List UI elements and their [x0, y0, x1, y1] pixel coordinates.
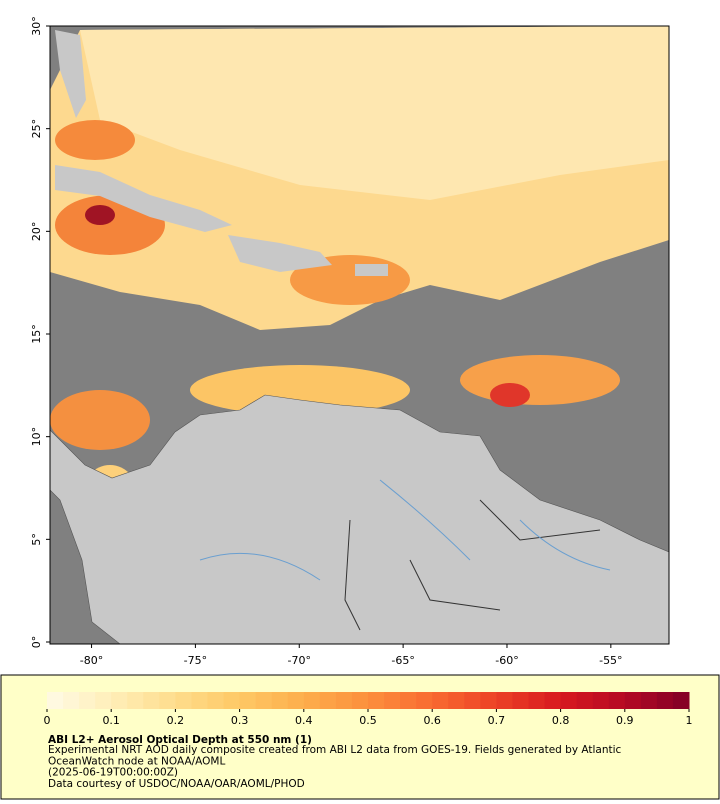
colorbar-tick-label: 1 [686, 714, 693, 727]
colorbar-step [640, 692, 658, 709]
caption-line: (2025-06-19T00:00:00Z) [48, 767, 178, 779]
y-tick-label: 25° [30, 119, 43, 139]
colorbar-tick-label: 0.3 [231, 714, 249, 727]
colorbar-step [207, 692, 225, 709]
colorbar-step [672, 692, 690, 709]
y-tick-label: 0° [30, 636, 43, 649]
x-tick-label: -55° [599, 654, 622, 667]
colorbar-step [464, 692, 481, 709]
colorbar-step [480, 692, 497, 709]
aerosol [85, 205, 115, 225]
colorbar-step [175, 692, 192, 709]
y-tick-label: 5° [30, 533, 43, 546]
colorbar-step [271, 692, 289, 709]
land [55, 165, 232, 232]
colorbar-tick-label: 0.8 [552, 714, 570, 727]
colorbar-step [351, 692, 369, 709]
colorbar-tick-label: 0.7 [488, 714, 506, 727]
colorbar-step [335, 692, 353, 709]
land [228, 235, 332, 272]
colorbar-tick-label: 0 [44, 714, 51, 727]
colorbar-step [416, 692, 433, 709]
y-tick-label: 20° [30, 222, 43, 242]
land [55, 30, 86, 118]
colorbar-step [95, 692, 112, 709]
colorbar-tick-label: 0.6 [423, 714, 441, 727]
x-tick-label: -70° [288, 654, 311, 667]
colorbar-step [303, 692, 321, 709]
land [49, 394, 670, 645]
colorbar-step [512, 692, 529, 709]
colorbar-step [63, 692, 80, 709]
colorbar-step [400, 692, 417, 709]
y-tick-label: 30° [30, 16, 43, 36]
y-tick-label: 15° [30, 324, 43, 344]
caption-line: Experimental NRT AOD daily composite cre… [48, 744, 622, 756]
colorbar-step [319, 692, 337, 709]
aerosol [55, 120, 135, 160]
x-tick-label: -80° [80, 654, 103, 667]
colorbar-step [287, 692, 305, 709]
colorbar-tick-label: 0.1 [102, 714, 120, 727]
land [355, 264, 388, 276]
colorbar-step [79, 692, 96, 709]
colorbar-step [528, 692, 546, 709]
colorbar-tick-label: 0.5 [359, 714, 377, 727]
colorbar-step [223, 692, 241, 709]
caption-title: ABI L2+ Aerosol Optical Depth at 550 nm … [48, 734, 312, 746]
colorbar-step [47, 692, 64, 709]
colorbar-step [592, 692, 610, 709]
x-tick-label: -75° [184, 654, 207, 667]
caption-line: Data courtesy of USDOC/NOAA/OAR/AOML/PHO… [48, 778, 305, 790]
map-frame [49, 25, 670, 645]
colorbar-step [143, 692, 160, 709]
colorbar-step [496, 692, 513, 709]
colorbar-step [255, 692, 273, 709]
colorbar-step [127, 692, 144, 709]
caption-line: OceanWatch node at NOAA/AOML [48, 755, 225, 767]
colorbar-step [656, 692, 674, 709]
colorbar-step [560, 692, 578, 709]
colorbar-step [432, 692, 449, 709]
colorbar-step [608, 692, 626, 709]
colorbar-tick-label: 0.9 [616, 714, 634, 727]
colorbar-tick-label: 0.2 [167, 714, 185, 727]
y-tick-label: 10° [30, 427, 43, 447]
colorbar-step [448, 692, 465, 709]
aerosol [80, 26, 669, 200]
x-tick-label: -60° [495, 654, 518, 667]
colorbar-step [576, 692, 594, 709]
aerosol [490, 383, 530, 407]
colorbar-step [368, 692, 385, 709]
colorbar-step [191, 692, 208, 709]
colorbar-step [384, 692, 401, 709]
colorbar-step [624, 692, 642, 709]
map [49, 25, 670, 645]
border [344, 499, 601, 631]
river [199, 479, 611, 581]
colorbar-step [111, 692, 128, 709]
colorbar-step [239, 692, 257, 709]
aerosol [50, 390, 150, 450]
colorbar-step [544, 692, 562, 709]
aerosol [190, 365, 410, 415]
colorbar-step [159, 692, 176, 709]
colorbar-tick-label: 0.4 [295, 714, 313, 727]
aerosol [460, 355, 620, 405]
x-tick-label: -65° [391, 654, 414, 667]
